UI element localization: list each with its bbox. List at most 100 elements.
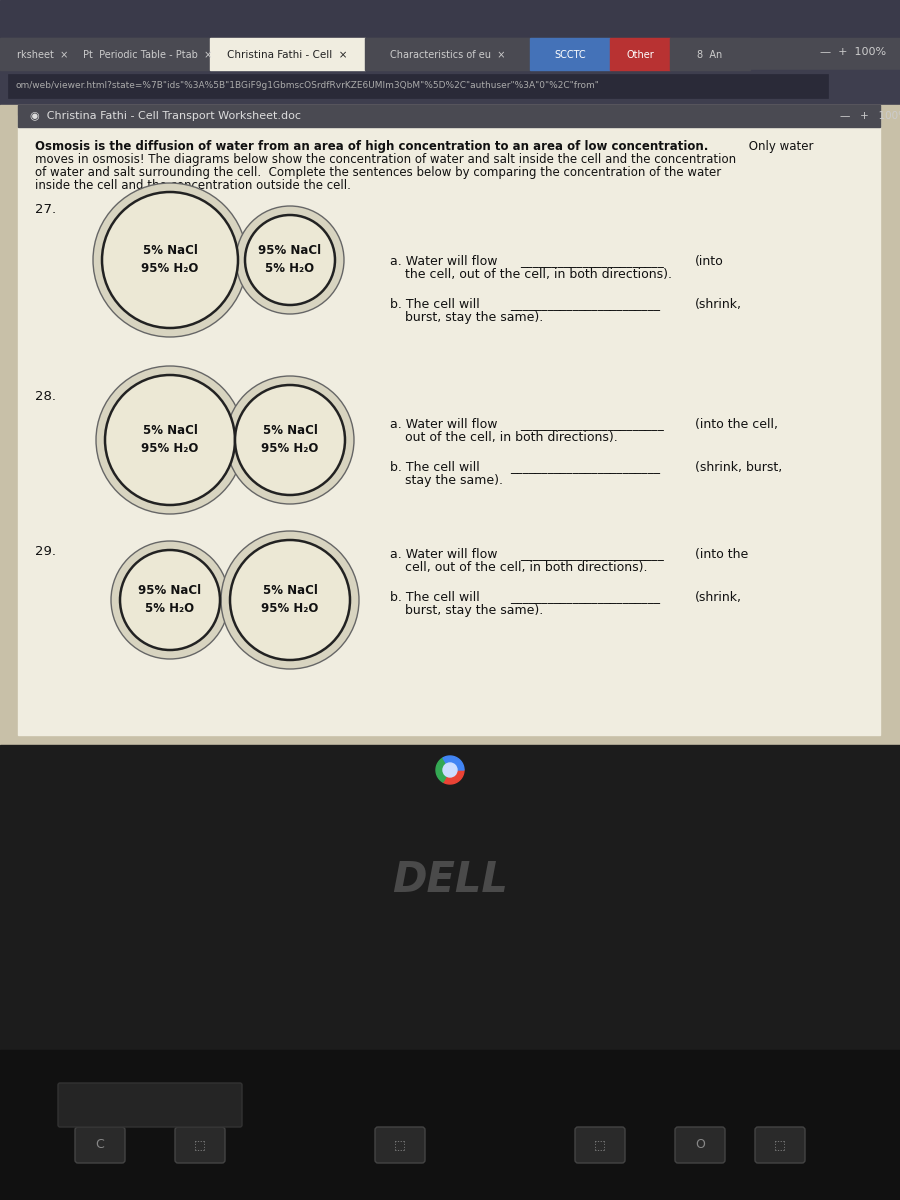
FancyBboxPatch shape [755,1127,805,1163]
Text: rksheet  ×: rksheet × [17,50,68,60]
Text: the cell, out of the cell, in both directions).: the cell, out of the cell, in both direc… [405,268,672,281]
Bar [0,70,900,104]
Text: (into: (into [695,254,724,268]
Text: burst, stay the same).: burst, stay the same). [405,604,544,617]
Text: ________________________: ________________________ [510,590,660,604]
Circle shape [105,374,235,505]
Bar [0,745,900,1200]
Bar [0,38,85,70]
Text: O: O [695,1139,705,1152]
FancyBboxPatch shape [575,1127,625,1163]
Text: om/web/viewer.html?state=%7B"ids"%3A%5B"1BGiF9g1GbmscOSrdfRvrKZE6UMIm3QbM"%5D%2C: om/web/viewer.html?state=%7B"ids"%3A%5B"… [15,82,598,90]
Bar [18,115,880,734]
Text: stay the same).: stay the same). [405,474,503,487]
Text: 5% NaCl: 5% NaCl [142,425,197,438]
Text: (into the: (into the [695,548,748,560]
Bar [210,38,365,70]
Text: of water and salt surrounding the cell.  Complete the sentences below by compari: of water and salt surrounding the cell. … [35,166,721,179]
Text: a. Water will flow: a. Water will flow [390,418,498,431]
Text: moves in osmosis! The diagrams below show the concentration of water and salt in: moves in osmosis! The diagrams below sho… [35,152,736,166]
FancyBboxPatch shape [58,1082,242,1127]
Text: _______________________: _______________________ [520,254,664,268]
Text: 5% NaCl: 5% NaCl [263,425,318,438]
Text: out of the cell, in both directions).: out of the cell, in both directions). [405,431,617,444]
Circle shape [443,763,457,778]
FancyBboxPatch shape [675,1127,725,1163]
Text: Other: Other [626,50,654,60]
Text: 8  An: 8 An [698,50,723,60]
Bar [0,38,900,70]
Text: 95% H₂O: 95% H₂O [261,602,319,616]
Polygon shape [443,770,464,784]
Text: burst, stay the same).: burst, stay the same). [405,311,544,324]
Text: _______________________: _______________________ [520,418,664,431]
Text: (shrink,: (shrink, [695,298,742,311]
Text: 5% NaCl: 5% NaCl [142,245,197,258]
Text: (shrink, burst,: (shrink, burst, [695,461,782,474]
Text: SCCTC: SCCTC [554,50,586,60]
Bar [530,38,610,70]
FancyBboxPatch shape [175,1127,225,1163]
Text: —  +  100%: — + 100% [820,47,886,56]
Text: ⬚: ⬚ [774,1139,786,1152]
Circle shape [236,206,344,314]
Text: —   +   100%: — + 100% [840,110,900,121]
Text: inside the cell and the concentration outside the cell.: inside the cell and the concentration ou… [35,179,351,192]
Text: 95% NaCl: 95% NaCl [139,584,202,598]
Bar [610,38,670,70]
Text: b. The cell will: b. The cell will [390,590,480,604]
Text: Pt  Periodic Table - Ptab  ×: Pt Periodic Table - Ptab × [83,50,212,60]
Text: Christina Fathi - Cell  ×: Christina Fathi - Cell × [227,50,347,60]
Text: (into the cell,: (into the cell, [695,418,778,431]
Circle shape [235,385,345,494]
Text: Osmosis is the diffusion of water from an area of high concentration to an area : Osmosis is the diffusion of water from a… [35,140,708,152]
Text: _______________________: _______________________ [520,548,664,560]
Text: 95% H₂O: 95% H₂O [261,443,319,456]
Text: a. Water will flow: a. Water will flow [390,548,498,560]
Text: cell, out of the cell, in both directions).: cell, out of the cell, in both direction… [405,560,647,574]
Polygon shape [436,758,446,782]
Text: ◉  Christina Fathi - Cell Transport Worksheet.doc: ◉ Christina Fathi - Cell Transport Works… [30,110,301,121]
Text: 5% H₂O: 5% H₂O [146,602,194,616]
Text: a. Water will flow: a. Water will flow [390,254,498,268]
Text: ⬚: ⬚ [594,1139,606,1152]
Bar [365,38,530,70]
Circle shape [96,366,244,514]
Text: b. The cell will: b. The cell will [390,298,480,311]
Circle shape [111,541,229,659]
Polygon shape [443,756,464,770]
Circle shape [93,182,247,337]
Bar [8,74,828,98]
Text: ⬚: ⬚ [194,1139,206,1152]
Text: (shrink,: (shrink, [695,590,742,604]
FancyBboxPatch shape [75,1127,125,1163]
Bar [0,0,900,38]
Text: 28.: 28. [35,390,56,403]
Text: 95% H₂O: 95% H₂O [141,443,199,456]
Circle shape [226,376,354,504]
Text: Only water: Only water [745,140,814,152]
Text: 29.: 29. [35,545,56,558]
Circle shape [120,550,220,650]
Bar [18,104,880,127]
Text: DELL: DELL [392,859,508,901]
Text: C: C [95,1139,104,1152]
Circle shape [102,192,238,328]
Bar [85,38,210,70]
Circle shape [245,215,335,305]
Text: Characteristics of eu  ×: Characteristics of eu × [390,50,505,60]
Text: 95% H₂O: 95% H₂O [141,263,199,276]
Circle shape [230,540,350,660]
FancyBboxPatch shape [375,1127,425,1163]
Text: b. The cell will: b. The cell will [390,461,480,474]
Text: 5% NaCl: 5% NaCl [263,584,318,598]
Text: ⬚: ⬚ [394,1139,406,1152]
Text: 95% NaCl: 95% NaCl [258,245,321,258]
Bar [0,1050,900,1200]
Text: ________________________: ________________________ [510,461,660,474]
Text: 5% H₂O: 5% H₂O [266,263,315,276]
Bar [670,38,750,70]
Text: ________________________: ________________________ [510,298,660,311]
Bar [0,104,900,745]
Circle shape [221,530,359,670]
